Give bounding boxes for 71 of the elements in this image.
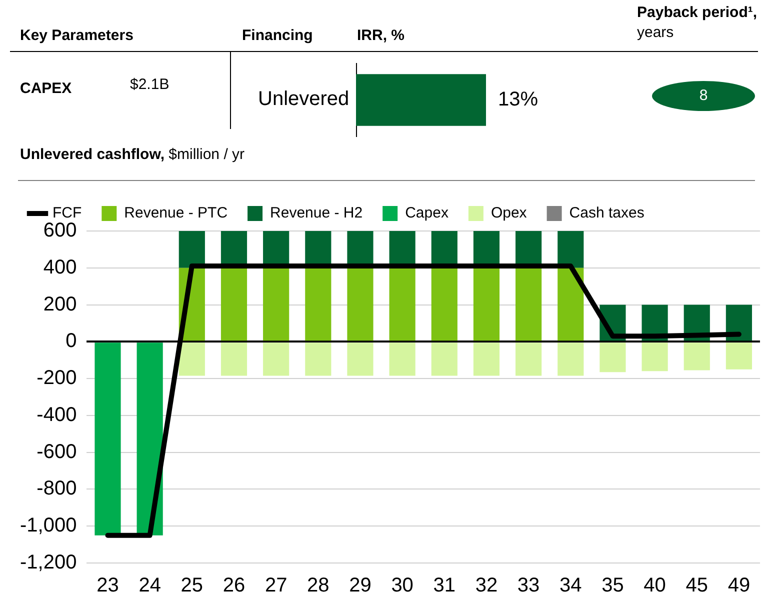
text: years [637,24,674,41]
bar [178,342,205,376]
text: Financing [242,27,313,44]
bar [516,268,542,341]
x-tick-label: 25 [180,574,204,597]
bar [684,342,710,370]
bar [263,342,290,376]
bar [473,268,500,341]
legend-label: FCF [52,204,82,222]
chart-subtitle: $million / yr [168,146,245,163]
bar [558,268,584,341]
x-tick-label: 45 [686,574,708,597]
x-tick-label: 24 [138,574,161,597]
y-tick-label: -1,200 [20,552,77,574]
bar [431,342,458,376]
bar [558,231,584,268]
x-tick-label: 33 [517,574,540,597]
legend-label: Revenue - PTC [124,204,228,222]
bar [305,268,332,341]
x-tick-label: 30 [391,574,414,597]
legend-label: Opex [490,204,528,222]
y-tick-label: -200 [36,367,77,390]
x-tick-label: 34 [560,574,582,597]
text: Key Parameters [20,27,134,44]
bar [347,342,374,376]
y-tick-label: 400 [43,256,77,278]
y-tick-label: -600 [36,440,77,463]
x-tick-label: 23 [96,574,119,597]
bar [305,342,332,376]
bar [726,342,752,370]
chart-title: IRR, % [357,27,405,44]
bar [178,231,205,268]
chart-title: Unlevered cashflow, [20,146,164,163]
y-tick-label: 200 [43,293,77,316]
data-label: 13% [498,88,538,111]
bar [726,304,752,341]
bar [220,268,248,341]
x-tick-label: 32 [475,574,498,597]
text: CAPEX [20,80,72,97]
y-tick-label: -800 [36,478,77,500]
bar [558,342,584,376]
bar [642,342,668,372]
y-tick-label: 600 [43,220,77,242]
text: $2.1B [130,76,170,93]
x-tick-label: 35 [602,574,624,597]
y-tick-label: 0 [66,330,77,352]
bar [389,342,416,376]
legend-label: Capex [405,204,449,222]
x-tick-label: 26 [222,574,246,597]
bar [94,342,121,536]
bar [431,268,458,341]
bar [220,342,248,376]
text: Payback period¹, [637,4,758,21]
legend-label: Revenue - H2 [270,204,363,222]
y-tick-label: -1,000 [20,514,77,537]
legend-label: Cash taxes [569,204,644,222]
x-tick-label: 27 [264,574,288,597]
x-tick-label: 31 [433,574,456,597]
bar [347,268,374,341]
x-tick-label: 49 [728,574,750,597]
bar [263,268,290,341]
bar [389,268,416,341]
bar [600,342,626,372]
bar [516,342,542,376]
x-tick-label: 28 [307,574,330,597]
bar [473,342,500,376]
x-tick-label: 29 [349,574,372,597]
x-tick-label: 40 [644,574,666,597]
y-tick-label: -400 [36,404,77,426]
y-tick-label: Unlevered [258,88,350,111]
bar [136,342,163,536]
